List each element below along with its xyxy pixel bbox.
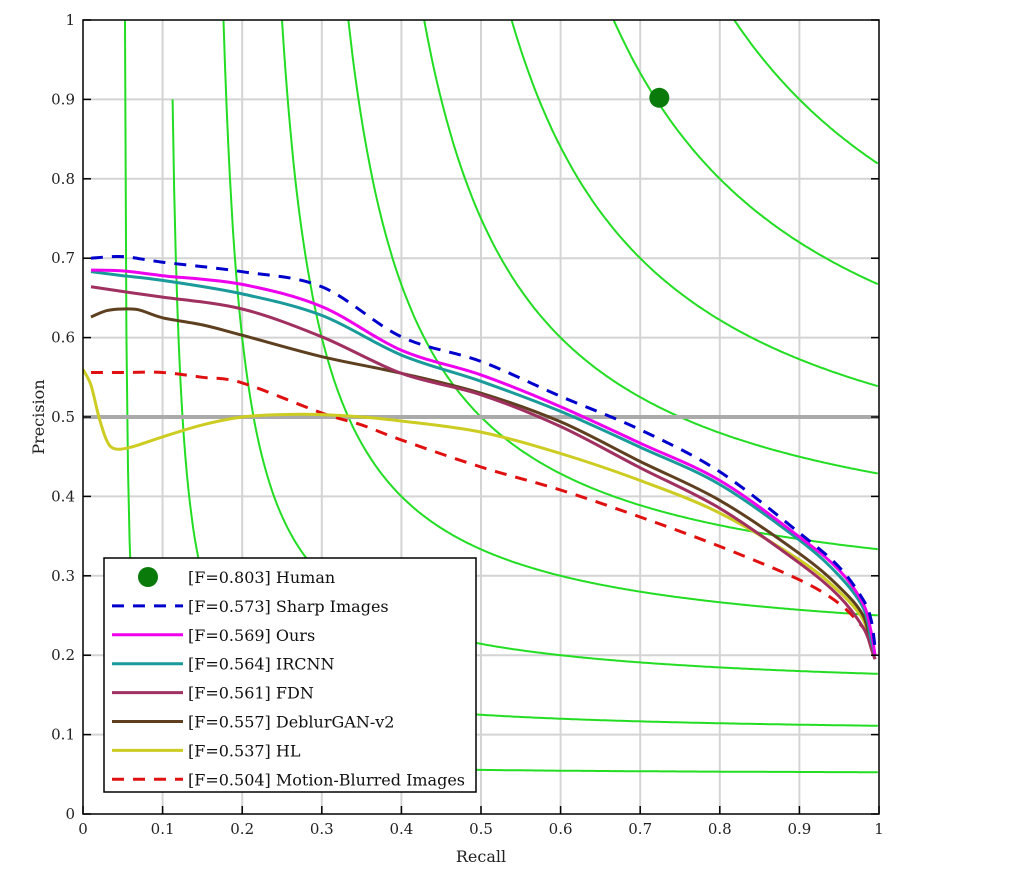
series-line-motion-blurred-images	[90, 370, 865, 629]
legend-human-marker	[138, 567, 158, 587]
x-axis-label: Recall	[456, 847, 506, 866]
human-point	[649, 87, 670, 108]
y-tick-label: 0.3	[51, 567, 75, 585]
series-line-deblurgan-v2	[90, 307, 877, 660]
iso-f-curve	[510, 20, 879, 388]
iso-f-curve	[612, 20, 879, 286]
y-tick-label: 0.7	[51, 249, 75, 267]
legend-label: [F=0.537] HL	[188, 741, 301, 760]
y-tick-label: 0	[65, 805, 75, 823]
y-tick-label: 0.8	[51, 170, 75, 188]
x-tick-label: 0.9	[787, 820, 811, 838]
y-tick-label: 0.4	[51, 487, 75, 505]
legend-label: [F=0.561] FDN	[188, 684, 314, 703]
iso-f-curve	[281, 20, 878, 617]
series-line-sharp-images	[90, 254, 877, 648]
series-line-fdn	[90, 285, 877, 660]
x-tick-label: 0.6	[549, 820, 573, 838]
legend-box	[103, 557, 477, 793]
iso-f-curve	[423, 20, 878, 475]
legend-label: [F=0.504] Motion-Blurred Images	[188, 770, 465, 789]
y-tick-label: 0.6	[51, 329, 75, 347]
x-tick-label: 0.4	[389, 820, 413, 838]
x-tick-label: 0	[78, 820, 88, 838]
iso-f-curve	[347, 20, 878, 551]
legend-label: [F=0.557] DeblurGAN-v2	[188, 713, 394, 732]
y-axis-label: Precision	[29, 379, 48, 454]
y-tick-label: 0.9	[51, 90, 75, 108]
axis-ticks: 00 0.1 0.1 0.2 0.2 0.3 0.3 0.4 0.4 0.5 0.5 0.6 0.6 0.…	[51, 11, 884, 838]
x-tick-label: 0.5	[469, 820, 493, 838]
x-tick-label: 0.8	[708, 820, 732, 838]
x-tick-label: 1	[874, 820, 884, 838]
legend: [F=0.803] Human [F=0.573] Sharp Images [F=…	[103, 557, 477, 793]
series-group	[83, 254, 877, 660]
legend-label: [F=0.564] IRCNN	[188, 655, 335, 674]
y-tick-label: 0.1	[51, 726, 75, 744]
legend-label: [F=0.573] Sharp Images	[188, 597, 389, 616]
y-tick-label: 1	[65, 11, 75, 29]
series-line-hl	[83, 368, 877, 656]
y-tick-label: 0.5	[51, 408, 75, 426]
x-tick-label: 0.3	[310, 820, 334, 838]
x-tick-label: 0.1	[151, 820, 175, 838]
series-line-ircnn	[90, 270, 877, 656]
legend-label: [F=0.569] Ours	[188, 626, 315, 645]
legend-label-human: [F=0.803] Human	[188, 568, 335, 587]
y-tick-label: 0.2	[51, 646, 75, 664]
x-tick-label: 0.2	[230, 820, 254, 838]
x-tick-label: 0.7	[628, 820, 652, 838]
series-line-ours	[90, 268, 877, 656]
iso-f-curve	[733, 20, 879, 165]
